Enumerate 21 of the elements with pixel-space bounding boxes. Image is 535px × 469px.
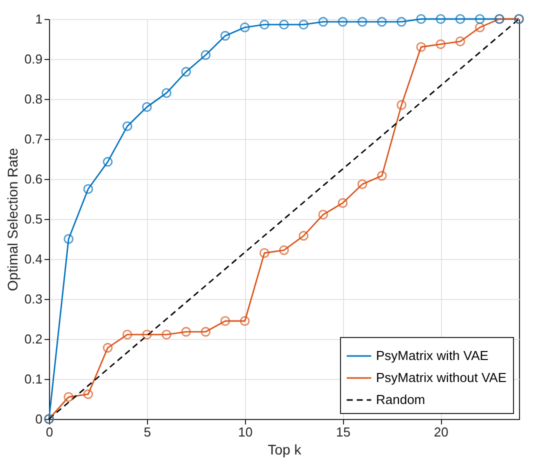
x-axis-title: Top k	[268, 442, 302, 458]
x-tick-label: 10	[238, 424, 253, 440]
x-tick-label: 0	[46, 424, 54, 440]
x-tick-label: 20	[434, 424, 448, 440]
y-axis-title: Optimal Selection Rate	[4, 148, 20, 292]
y-tick-label: 0.4	[24, 252, 42, 266]
y-tick-label: 0.7	[24, 132, 42, 146]
y-tick-label: 0.6	[24, 172, 42, 186]
y-tick-label: 0.9	[24, 52, 42, 66]
x-tick-label: 5	[144, 424, 152, 440]
y-tick-label: 0.5	[24, 212, 42, 226]
legend-label: PsyMatrix without VAE	[376, 370, 507, 385]
legend-label: Random	[376, 392, 426, 407]
legend-label: PsyMatrix with VAE	[376, 348, 489, 363]
y-tick-label: 0.3	[24, 292, 42, 306]
y-tick-label: 0.2	[24, 332, 42, 346]
y-tick-label: 0.8	[24, 92, 42, 106]
y-tick-label: 0	[35, 412, 42, 426]
y-tick-label: 0.1	[24, 372, 42, 386]
x-tick-label: 15	[336, 424, 350, 440]
y-tick-label: 1	[35, 12, 42, 26]
